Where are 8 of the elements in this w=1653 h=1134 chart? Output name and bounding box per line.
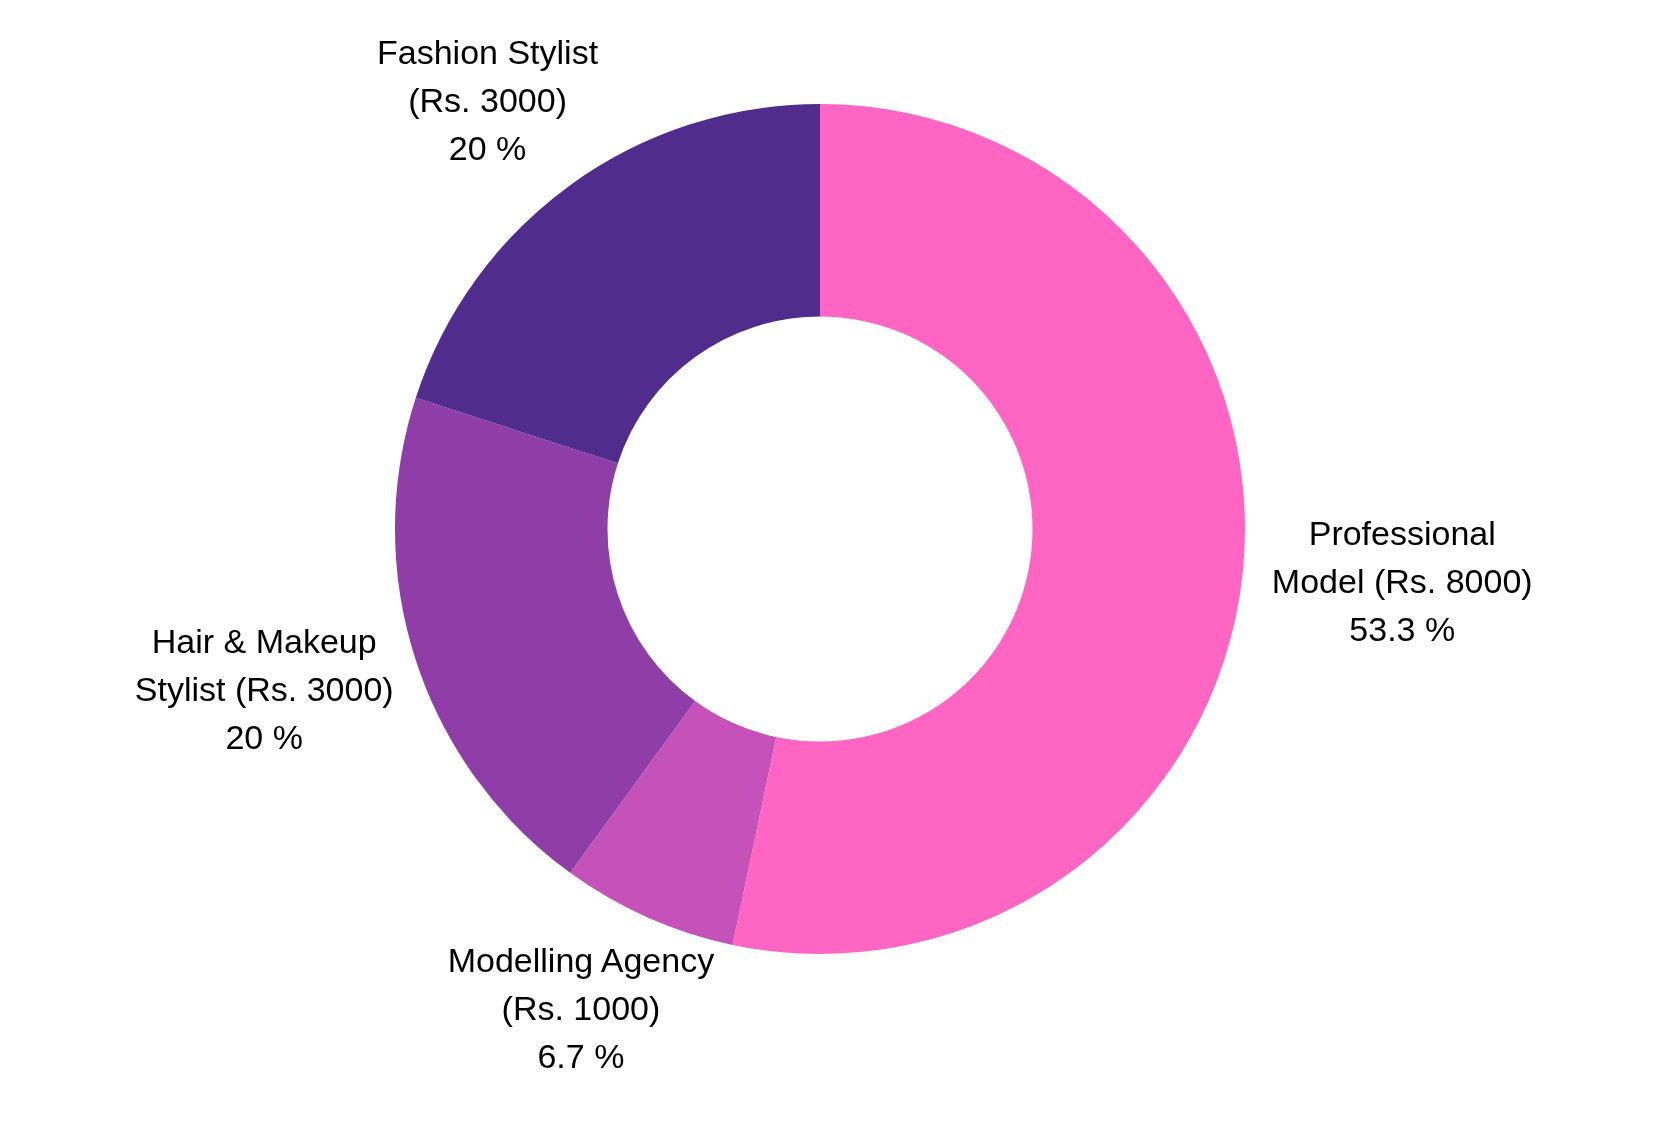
data-label: 20 % [225,718,303,757]
slice-label: Professional Model (Rs. 8000) [1271,513,1533,600]
slice-label: Modelling Agency (Rs. 1000) [447,941,715,1028]
data-label: 20 % [448,129,527,168]
data-label: 53.3 % [1349,609,1456,648]
slice-label: Fashion Stylist (Rs. 3000) [377,33,599,120]
slice-label: Hair & Makeup Stylist (Rs. 3000) [134,622,394,709]
data-label: 6.7 % [537,1037,625,1076]
